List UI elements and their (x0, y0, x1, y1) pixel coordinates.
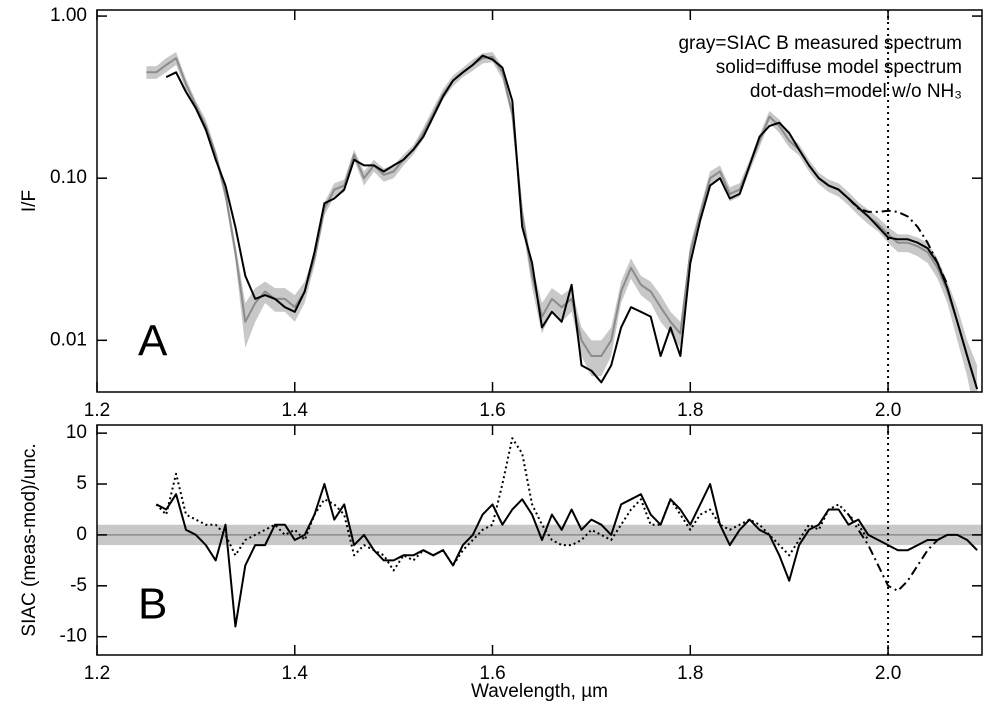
y-axis-title: SIAC (meas-mod)/unc. (19, 443, 40, 636)
x-tick-label: 1.6 (479, 663, 505, 684)
x-tick-label: 2.0 (875, 663, 901, 684)
legend-entry: gray=SIAC B measured spectrum (678, 33, 962, 54)
panel: 1.2 1.4 1.6 1.8 2.0 10 5 0 -5 -10 SIAC (meas-mod)/… (19, 422, 983, 702)
x-tick-label: 1.4 (282, 400, 309, 421)
panel-label: B (138, 580, 167, 629)
x-axis-title: Wavelength, µm (471, 681, 608, 702)
series-line (155, 437, 870, 572)
series-line (155, 483, 978, 628)
x-tick-label: 1.6 (479, 400, 505, 421)
y-tick-label: -5 (70, 575, 87, 596)
series-line (847, 197, 949, 286)
axes-frame (96, 9, 983, 393)
panel: 1.2 1.4 1.6 1.8 2.0 1.00 0.10 0.01 I/F Agray=SIAC… (19, 5, 983, 421)
x-tick-label: 1.4 (282, 663, 309, 684)
legend-entry: solid=diffuse model spectrum (716, 57, 962, 78)
y-axis-title: I/F (19, 190, 40, 212)
error-band (146, 52, 978, 392)
y-tick-label: 1.00 (50, 5, 87, 26)
series-line (165, 54, 979, 390)
x-tick-label: 1.2 (84, 663, 110, 684)
y-tick-label: 10 (66, 422, 87, 443)
y-tick-label: 0 (76, 524, 87, 545)
y-tick-label: 0.10 (50, 167, 87, 188)
x-tick-label: 2.0 (875, 400, 901, 421)
axes-frame (96, 424, 983, 656)
y-tick-label: 5 (76, 473, 87, 494)
series-line (847, 514, 948, 592)
series-line (146, 55, 979, 390)
x-tick-label: 1.8 (677, 663, 703, 684)
plot-area (146, 52, 979, 392)
x-tick-label: 1.2 (84, 400, 110, 421)
x-tick-label: 1.8 (677, 400, 703, 421)
y-tick-label: 0.01 (50, 329, 87, 350)
y-tick-label: -10 (60, 626, 87, 647)
legend-entry: dot-dash=model w/o NH₃ (750, 81, 962, 102)
panel-label: A (138, 317, 168, 366)
plot-area (97, 437, 982, 628)
